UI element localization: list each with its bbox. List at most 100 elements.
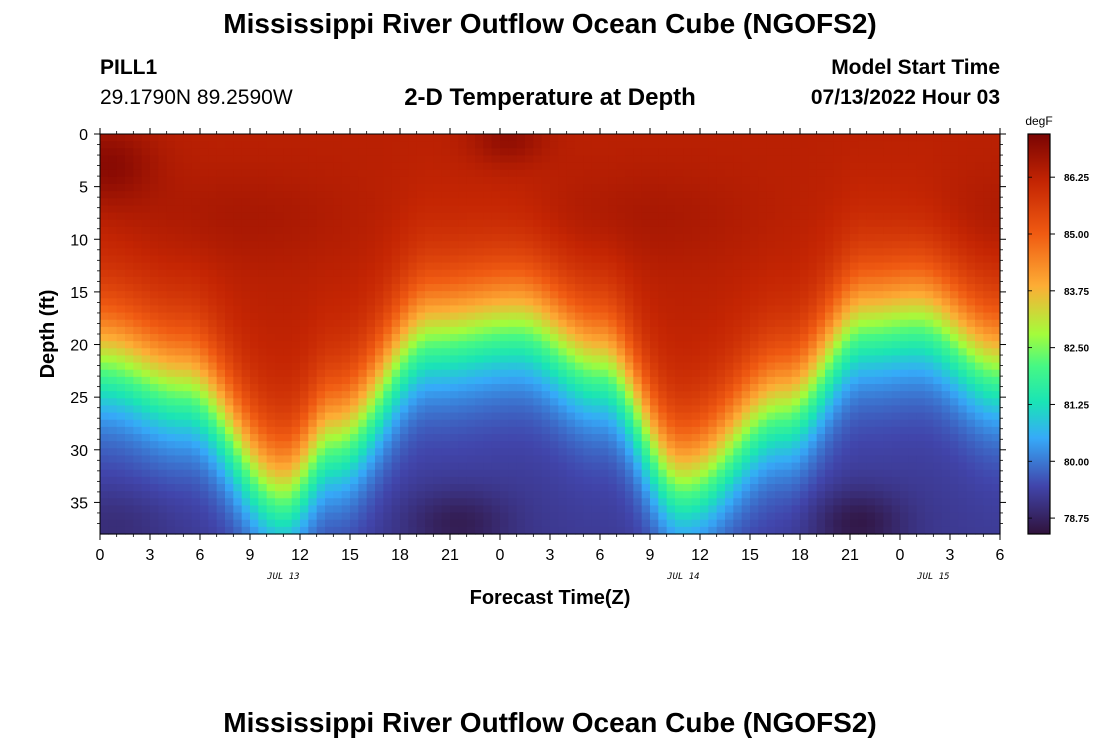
heatmap-cell [816, 426, 826, 435]
heatmap-cell [216, 191, 226, 199]
heatmap-cell [125, 169, 134, 178]
heatmap-cell [550, 134, 559, 142]
heatmap-cell [250, 434, 259, 442]
heatmap-cell [258, 355, 268, 364]
heatmap-cell [191, 405, 201, 414]
heatmap-cell [225, 191, 234, 199]
heatmap-cell [333, 484, 343, 492]
heatmap-cell [550, 455, 559, 464]
heatmap-cell [108, 476, 118, 485]
heatmap-cell [491, 326, 501, 335]
heatmap-cell [775, 184, 784, 192]
heatmap-cell [708, 519, 718, 528]
heatmap-cell [658, 334, 668, 342]
heatmap-cell [183, 205, 193, 214]
heatmap-cell [458, 148, 468, 157]
heatmap-cell [333, 148, 343, 157]
heatmap-cell [358, 298, 368, 307]
heatmap-cell [150, 405, 159, 414]
heatmap-cell [433, 191, 443, 199]
heatmap-cell [708, 405, 718, 414]
heatmap-cell [300, 298, 309, 307]
heatmap-cell [266, 184, 276, 192]
heatmap-cell [300, 198, 309, 207]
heatmap-cell [575, 205, 584, 214]
heatmap-cell [633, 419, 643, 428]
heatmap-cell [841, 176, 851, 185]
heatmap-cell [733, 362, 743, 371]
heatmap-cell [116, 341, 126, 349]
heatmap-cell [825, 255, 834, 264]
heatmap-cell [116, 448, 126, 457]
heatmap-cell [700, 426, 709, 435]
heatmap-cell [816, 348, 826, 357]
heatmap-cell [233, 348, 243, 357]
heatmap-cell [641, 476, 651, 485]
heatmap-cell [325, 476, 334, 485]
heatmap-cell [616, 291, 626, 299]
heatmap-cell [233, 291, 243, 299]
heatmap-cell [708, 162, 718, 171]
heatmap-cell [241, 269, 251, 278]
heatmap-cell [725, 469, 734, 478]
heatmap-cell [241, 369, 251, 378]
heatmap-cell [450, 262, 459, 271]
heatmap-cell [525, 391, 534, 399]
heatmap-cell [283, 419, 293, 428]
heatmap-cell [375, 512, 384, 521]
heatmap-cell [516, 484, 526, 492]
heatmap-cell [208, 384, 218, 392]
heatmap-cell [108, 519, 118, 528]
heatmap-cell [641, 184, 651, 192]
heatmap-cell [716, 426, 726, 435]
heatmap-cell [750, 305, 759, 314]
heatmap-cell [216, 412, 226, 421]
heatmap-cell [833, 219, 843, 228]
heatmap-cell [500, 176, 509, 185]
heatmap-cell [591, 341, 601, 349]
heatmap-cell [750, 176, 759, 185]
heatmap-cell [341, 291, 351, 299]
heatmap-cell [700, 376, 709, 385]
heatmap-cell [741, 248, 751, 257]
heatmap-cell [100, 226, 109, 235]
heatmap-cell [225, 526, 234, 535]
heatmap-cell [800, 348, 809, 357]
heatmap-cell [166, 276, 176, 285]
heatmap-cell [825, 162, 834, 171]
heatmap-cell [591, 412, 601, 421]
heatmap-cell [191, 141, 201, 149]
heatmap-cell [166, 241, 176, 249]
heatmap-cell [650, 498, 659, 507]
heatmap-cell [375, 262, 384, 271]
heatmap-cell [525, 348, 534, 357]
heatmap-cell [233, 298, 243, 307]
heatmap-cell [708, 476, 718, 485]
heatmap-cell [808, 441, 818, 449]
heatmap-cell [350, 448, 359, 457]
heatmap-cell [525, 241, 534, 249]
heatmap-cell [683, 284, 693, 292]
heatmap-cell [233, 184, 243, 192]
heatmap-cell [750, 262, 759, 271]
heatmap-cell [541, 334, 551, 342]
heatmap-cell [716, 319, 726, 328]
heatmap-cell [783, 448, 793, 457]
heatmap-cell [750, 484, 759, 492]
heatmap-cell [108, 191, 118, 199]
heatmap-cell [308, 284, 318, 292]
heatmap-cell [166, 176, 176, 185]
heatmap-cell [633, 526, 643, 535]
heatmap-cell [466, 376, 476, 385]
heatmap-cell [808, 369, 818, 378]
heatmap-cell [658, 276, 668, 285]
heatmap-cell [416, 526, 426, 535]
heatmap-cell [808, 198, 818, 207]
heatmap-cell [375, 291, 384, 299]
heatmap-cell [483, 148, 493, 157]
heatmap-cell [125, 284, 134, 292]
heatmap-cell [150, 369, 159, 378]
heatmap-cell [750, 362, 759, 371]
heatmap-cell [291, 355, 301, 364]
heatmap-cell [300, 226, 309, 235]
